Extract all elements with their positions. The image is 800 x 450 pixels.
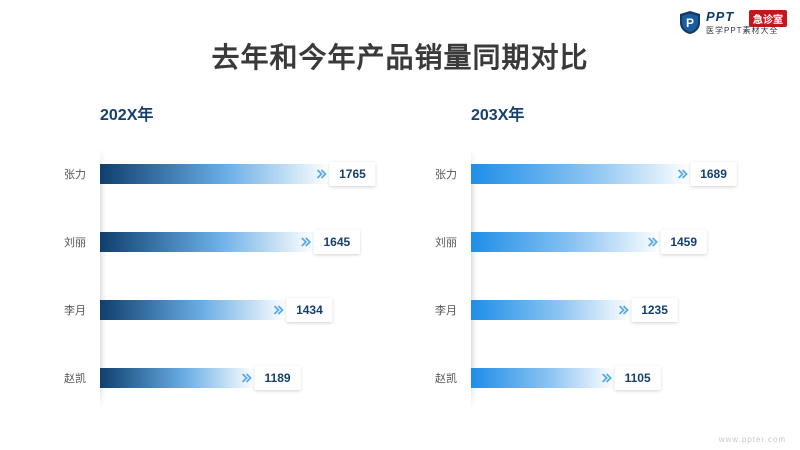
bar: [471, 368, 615, 388]
value-label-box: [286, 298, 333, 322]
value-label-box: [690, 162, 737, 186]
bar-arrow: [618, 305, 625, 315]
value-label: 1235: [641, 303, 668, 317]
logo-subtitle: 医学PPT素材大全: [706, 26, 779, 35]
bar: [100, 368, 255, 388]
value-label-box: [614, 366, 661, 390]
bar-arrow: [681, 169, 688, 179]
bar-arrow: [622, 305, 629, 315]
category-label: 张力: [435, 168, 457, 181]
logo-badge: 急诊室: [749, 10, 787, 27]
logo-brand: PPT: [706, 9, 735, 24]
logo: P PPT 急诊室 医学PPT素材大全: [679, 8, 794, 36]
panel-title-left: 202X年: [100, 107, 154, 124]
axis-fade: [100, 148, 108, 410]
svg-text:P: P: [686, 16, 694, 30]
bar-arrow: [316, 169, 323, 179]
value-label: 1189: [265, 371, 291, 385]
bar: [471, 164, 691, 184]
bar: [471, 300, 632, 320]
bar-arrow: [301, 237, 308, 247]
bar-arrow: [277, 305, 284, 315]
bar-arrow: [241, 373, 248, 383]
bar-arrow: [320, 169, 327, 179]
value-label: 1765: [339, 167, 366, 181]
category-label: 张力: [64, 168, 86, 181]
value-label-box: [329, 162, 376, 186]
value-label: 1645: [323, 235, 350, 249]
category-label: 赵凯: [435, 371, 457, 385]
bar: [100, 232, 314, 252]
footer-url: www.ppter.com: [718, 435, 786, 444]
value-label-box: [660, 230, 707, 254]
panel-title-right: 203X年: [471, 107, 525, 124]
value-label-box: [313, 230, 360, 254]
value-label: 1105: [625, 371, 651, 385]
value-label: 1689: [700, 167, 727, 181]
page-title: 去年和今年产品销量同期对比: [211, 42, 589, 73]
category-label: 李月: [435, 303, 457, 317]
shield-p-icon: P: [680, 11, 700, 34]
bar-arrow: [273, 305, 280, 315]
category-label: 赵凯: [64, 371, 86, 385]
category-label: 李月: [64, 303, 86, 317]
value-label-box: [631, 298, 678, 322]
bar-arrow: [652, 237, 658, 247]
bar: [100, 164, 330, 184]
bar-arrow: [606, 373, 612, 383]
bar-arrow: [245, 373, 252, 383]
bar-arrow: [677, 169, 684, 179]
value-label-box: [254, 366, 301, 390]
category-label: 刘丽: [435, 236, 457, 249]
bar-arrow: [602, 373, 608, 383]
bar: [100, 300, 287, 320]
value-label: 1434: [296, 303, 323, 317]
bar-arrow: [305, 237, 312, 247]
axis-fade: [471, 148, 479, 410]
bar-arrow: [648, 237, 654, 247]
value-label: 1459: [670, 235, 697, 249]
category-label: 刘丽: [64, 236, 86, 249]
bar: [471, 232, 661, 252]
